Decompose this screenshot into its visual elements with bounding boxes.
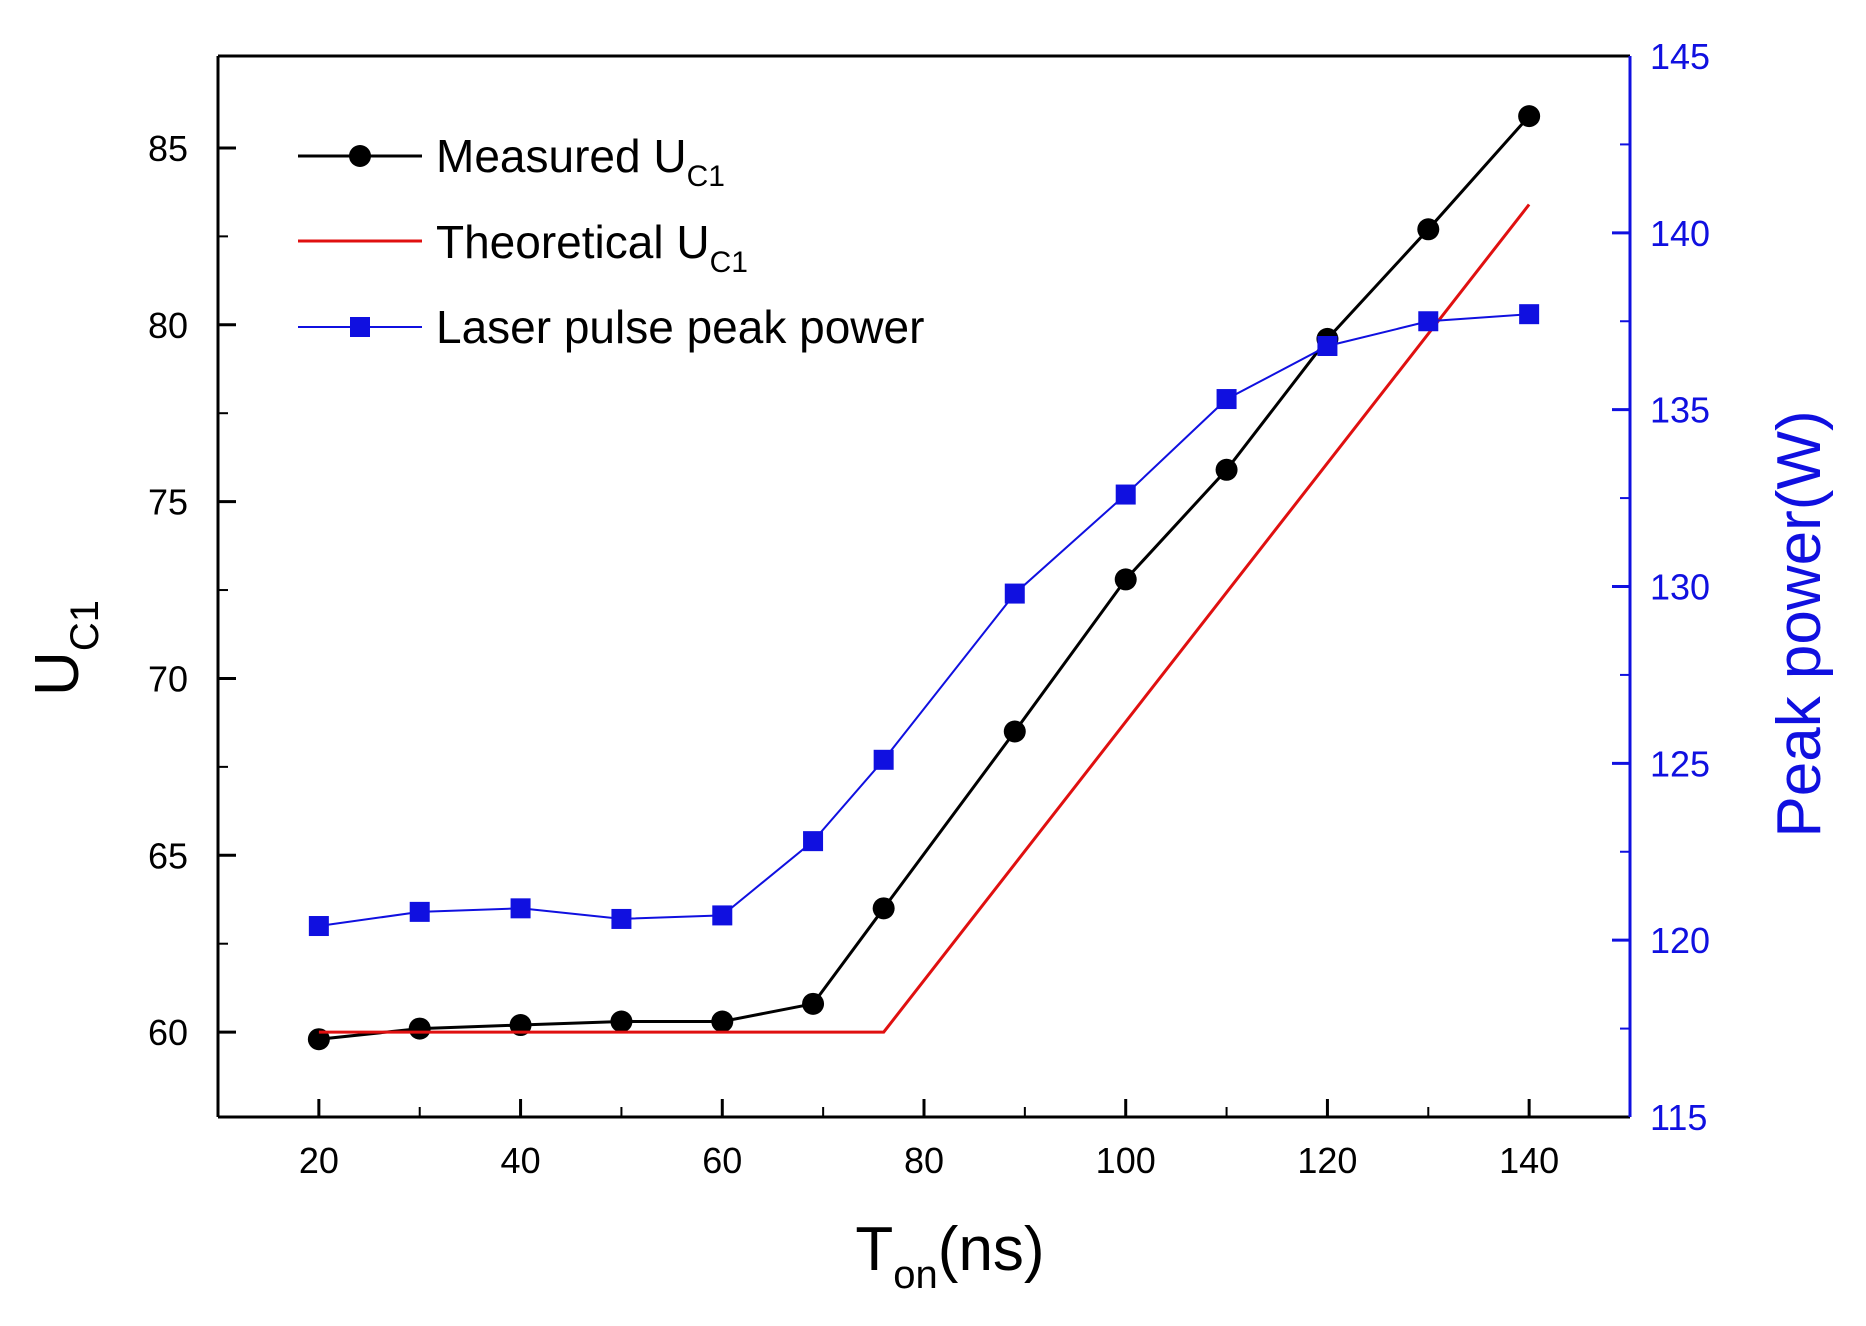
legend-label-measured-sub: C1 bbox=[687, 160, 725, 193]
data-point-peak-power bbox=[611, 908, 632, 929]
data-point-measured bbox=[610, 1010, 633, 1033]
data-point-peak-power bbox=[308, 916, 329, 937]
legend-label-measured: Measured UC1 bbox=[436, 130, 725, 193]
series-layer bbox=[307, 105, 1541, 1051]
data-point-measured bbox=[1215, 458, 1238, 481]
legend: Measured UC1 Theoretical UC1 Laser pulse… bbox=[298, 130, 924, 353]
right-tick-label: 115 bbox=[1650, 1097, 1707, 1138]
data-point-peak-power bbox=[803, 831, 824, 852]
data-point-measured bbox=[307, 1028, 330, 1051]
legend-label-theoretical: Theoretical UC1 bbox=[436, 216, 748, 279]
data-point-measured bbox=[1518, 105, 1541, 128]
data-point-measured bbox=[1114, 568, 1137, 591]
data-point-measured bbox=[802, 992, 825, 1015]
x-tick-label: 40 bbox=[501, 1140, 541, 1181]
series-line-peak-power bbox=[318, 313, 1530, 927]
right-tick-label: 130 bbox=[1650, 567, 1710, 608]
series-line-theoretical bbox=[318, 203, 1531, 1034]
minor-ticks bbox=[218, 54, 1630, 1119]
x-axis-title: Ton(ns) bbox=[855, 1215, 1044, 1297]
x-tick-label: 20 bbox=[299, 1140, 339, 1181]
data-point-measured bbox=[408, 1017, 431, 1040]
left-tick-label: 70 bbox=[148, 658, 188, 699]
left-tick-label: 80 bbox=[148, 305, 188, 346]
x-axis-title-main: T bbox=[855, 1215, 893, 1284]
legend-label-peak-power: Laser pulse peak power bbox=[436, 301, 924, 353]
left-tick-label: 85 bbox=[148, 128, 188, 169]
left-y-axis-title-sub: C1 bbox=[63, 600, 107, 651]
legend-label-theoretical-main: Theoretical U bbox=[436, 216, 710, 268]
data-point-peak-power bbox=[510, 898, 531, 919]
data-point-peak-power bbox=[712, 905, 733, 926]
right-tick-label: 125 bbox=[1650, 743, 1710, 784]
legend-label-theoretical-sub: C1 bbox=[710, 246, 748, 279]
data-point-measured bbox=[509, 1014, 532, 1037]
left-y-axis-title-main: U bbox=[23, 651, 92, 696]
right-y-axis-title: Peak power(W) bbox=[1765, 410, 1834, 837]
left-tick-label: 65 bbox=[148, 835, 188, 876]
data-point-peak-power bbox=[1317, 336, 1338, 357]
legend-label-measured-main: Measured U bbox=[436, 130, 687, 182]
x-axis-title-unit: (ns) bbox=[938, 1215, 1045, 1284]
left-tick-label: 75 bbox=[148, 482, 188, 523]
left-tick-label: 60 bbox=[148, 1012, 188, 1053]
tick-labels: 60 65 70 75 80 85 115 120 125 130 135 140 145 20 40 60 8… bbox=[148, 36, 1710, 1181]
x-axis-title-sub: on bbox=[893, 1253, 938, 1297]
right-tick-label: 120 bbox=[1650, 920, 1710, 961]
data-point-measured bbox=[1003, 720, 1026, 743]
x-tick-label: 100 bbox=[1096, 1140, 1156, 1181]
right-tick-label: 145 bbox=[1650, 36, 1710, 77]
x-tick-label: 120 bbox=[1297, 1140, 1357, 1181]
data-point-peak-power bbox=[1519, 304, 1540, 325]
data-point-peak-power bbox=[1418, 311, 1439, 332]
data-point-peak-power bbox=[873, 749, 894, 770]
data-point-measured bbox=[711, 1010, 734, 1033]
data-point-measured bbox=[872, 897, 895, 920]
left-y-axis-title: UC1 bbox=[23, 600, 107, 696]
x-tick-label: 80 bbox=[904, 1140, 944, 1181]
right-tick-label: 140 bbox=[1650, 213, 1710, 254]
legend-marker-peak-power bbox=[350, 317, 370, 337]
x-tick-label: 140 bbox=[1499, 1140, 1559, 1181]
right-tick-label: 135 bbox=[1650, 390, 1710, 431]
x-tick-label: 60 bbox=[702, 1140, 742, 1181]
data-point-peak-power bbox=[1004, 583, 1025, 604]
legend-marker-measured bbox=[349, 145, 371, 167]
data-point-measured bbox=[1417, 218, 1440, 241]
data-point-peak-power bbox=[1216, 389, 1237, 410]
data-point-peak-power bbox=[1115, 484, 1136, 505]
data-point-peak-power bbox=[409, 901, 430, 922]
